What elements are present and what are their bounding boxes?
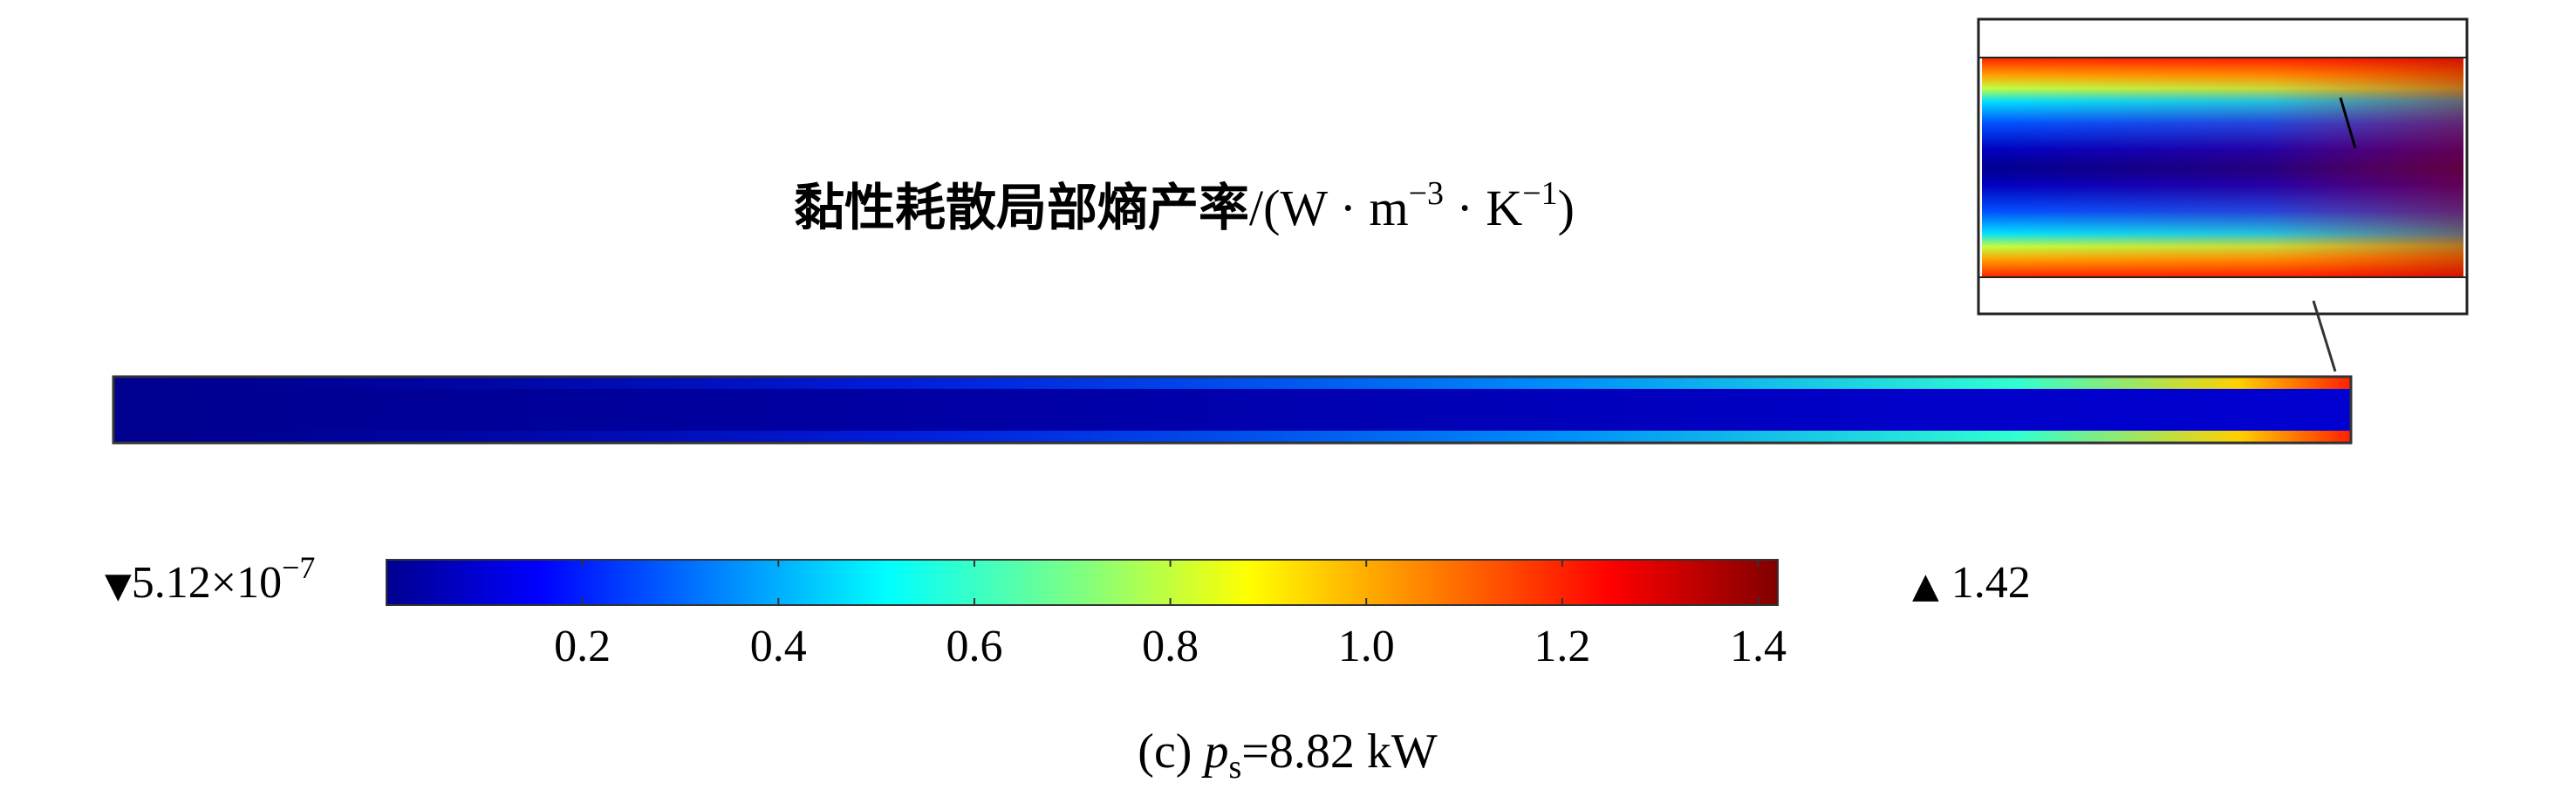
inset-leader-line <box>2312 300 2337 372</box>
colorbar-tick-label: 0.4 <box>750 622 807 671</box>
min-marker: ▼5.12×10−7 <box>105 550 315 608</box>
colorbar-gradient <box>386 559 1779 606</box>
caption: (c) ps=8.82 kW <box>1138 725 1438 786</box>
colorbar-tick-label: 0.2 <box>554 622 611 671</box>
colorbar-ticks: 0.2 0.4 0.6 0.8 1.0 1.2 1.4 <box>554 560 1787 671</box>
colorbar-tick-label: 1.2 <box>1534 622 1590 671</box>
zoom-inset <box>1977 17 2469 316</box>
colorbar-tick-label: 0.8 <box>1142 622 1199 671</box>
chart-title: 黏性耗散局部熵产率/(W · m−3 · K−1) <box>794 175 1575 237</box>
colorbar: 0.2 0.4 0.6 0.8 1.0 1.2 1.4 <box>386 559 1787 671</box>
channel-field <box>112 375 2353 445</box>
colorbar-tick-label: 1.4 <box>1730 622 1787 671</box>
colorbar-tick-label: 1.0 <box>1338 622 1395 671</box>
colorbar-tick-label: 0.6 <box>946 622 1002 671</box>
max-marker: ▲ 1.42 <box>1912 558 2031 608</box>
